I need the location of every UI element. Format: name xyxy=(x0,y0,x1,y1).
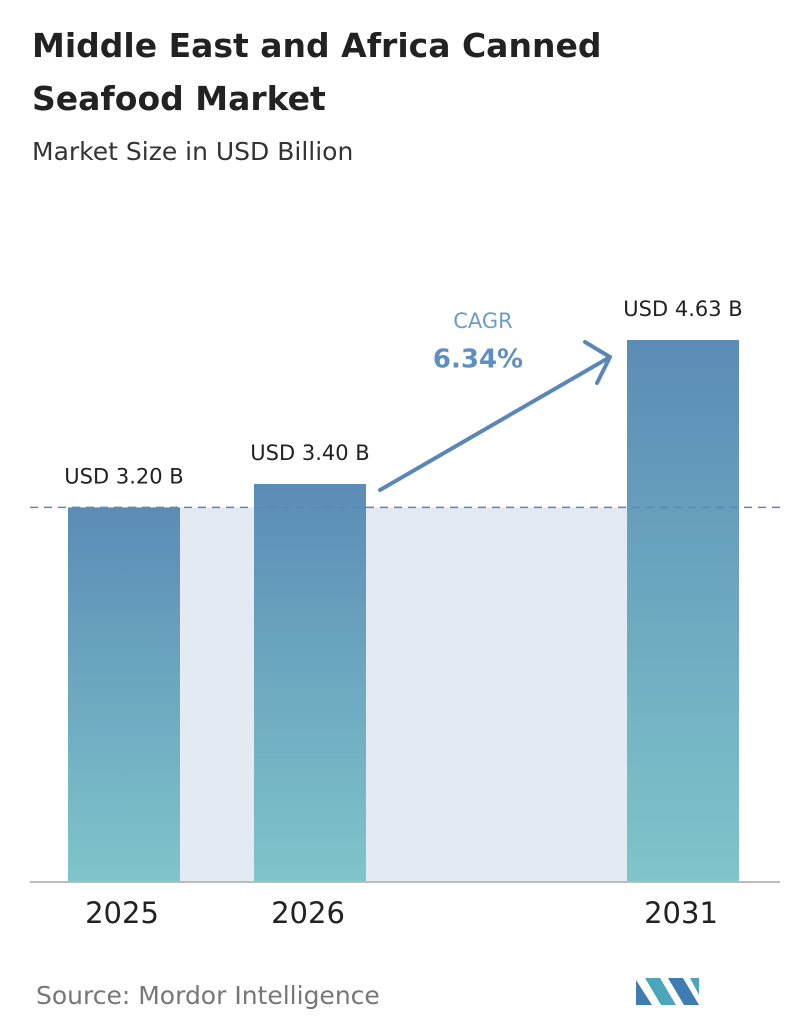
value-label: USD 3.40 B xyxy=(250,441,369,465)
cagr-label: CAGR xyxy=(453,309,513,333)
cagr-arrow xyxy=(378,340,612,492)
chart-title: Middle East and Africa Canned Seafood Mar… xyxy=(32,26,601,118)
chart-subtitle: Market Size in USD Billion xyxy=(32,137,353,166)
bar xyxy=(627,340,739,882)
logo xyxy=(636,978,699,1005)
bar xyxy=(68,507,180,882)
x-tick-label: 2025 xyxy=(85,896,159,930)
bar xyxy=(254,483,366,882)
plot: USD 3.20 B 2025 USD 3.40 B 2026 USD 4.63 B 20… xyxy=(30,297,780,930)
x-tick-label: 2026 xyxy=(271,896,345,930)
value-label: USD 3.20 B xyxy=(64,464,183,488)
source: Source: Mordor Intelligence xyxy=(36,981,380,1010)
x-tick-label: 2031 xyxy=(644,896,718,930)
cagr-value: 6.34% xyxy=(433,345,523,375)
value-label: USD 4.63 B xyxy=(623,297,742,321)
